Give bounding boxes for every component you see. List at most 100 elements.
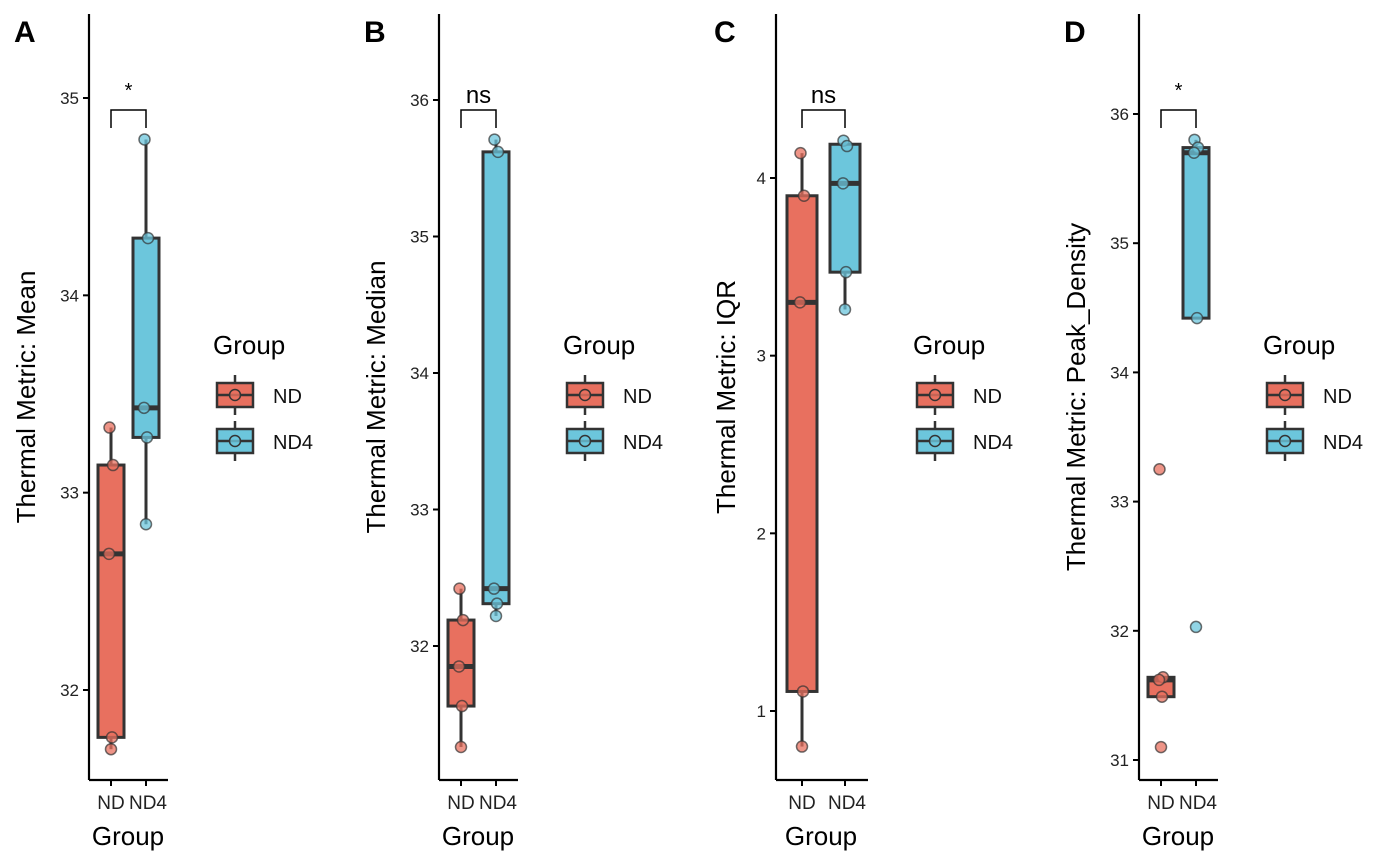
y-tick-label: 36: [410, 91, 429, 110]
data-point: [797, 189, 811, 203]
legend-point: [578, 388, 592, 402]
legend-title: Group: [213, 330, 285, 360]
data-point: [839, 265, 853, 279]
data-point: [840, 139, 854, 153]
legend-key-nd: [565, 375, 605, 415]
box-body: [1181, 146, 1211, 320]
y-tick-label: 35: [60, 89, 79, 108]
y-axis-title: Thermal Metric: IQR: [711, 280, 741, 514]
data-point: [793, 296, 807, 309]
legend: Group ND ND4: [563, 330, 663, 461]
data-point: [487, 582, 501, 595]
y-tick-label: 35: [410, 228, 429, 247]
legend: Group ND ND4: [1263, 330, 1363, 461]
legend-key-nd: [1265, 375, 1305, 415]
legend-point: [228, 388, 242, 402]
data-point: [1152, 673, 1166, 687]
panel-label: D: [1064, 16, 1086, 49]
y-tick-label: 2: [757, 524, 766, 543]
significance-bracket: [801, 109, 846, 128]
data-point: [488, 133, 501, 146]
y-axis-title: Thermal Metric: Peak_Density: [1061, 223, 1091, 571]
box-nd4: [1181, 133, 1211, 634]
legend-key-nd4: [565, 421, 605, 461]
legend-title: Group: [1263, 330, 1335, 360]
box-nd: [96, 421, 126, 756]
x-tick-label: ND4: [1179, 793, 1217, 814]
panel-label: A: [14, 16, 36, 49]
data-point: [490, 597, 504, 610]
legend: Group ND ND4: [913, 330, 1013, 461]
x-axis-title: Group: [1142, 821, 1214, 851]
data-point: [491, 145, 505, 159]
data-point: [1190, 311, 1204, 325]
panel-label: B: [364, 16, 386, 49]
box-body: [481, 150, 511, 606]
box-body: [828, 142, 862, 274]
x-tick-label: ND4: [479, 793, 517, 814]
y-tick-label: 33: [1110, 493, 1129, 512]
data-point: [1189, 620, 1203, 634]
significance-label: *: [1175, 80, 1183, 102]
data-point: [489, 609, 503, 623]
data-point: [104, 742, 118, 756]
significance-label: *: [125, 80, 133, 102]
data-point: [796, 685, 810, 698]
x-axis-title: Group: [442, 821, 514, 851]
x-tick-label: ND: [1147, 793, 1174, 814]
data-point: [453, 582, 466, 595]
y-tick-label: 33: [60, 484, 79, 503]
data-point: [454, 740, 468, 754]
x-tick-label: ND4: [828, 793, 866, 814]
significance-bracket: [1160, 109, 1197, 128]
legend-point: [928, 434, 942, 448]
legend-label: ND: [623, 386, 652, 408]
box-nd4: [131, 133, 161, 531]
legend-title: Group: [563, 330, 635, 360]
y-tick-label: 35: [1110, 234, 1129, 253]
data-point: [137, 401, 151, 415]
x-tick-label: ND4: [129, 793, 167, 814]
data-point: [138, 133, 151, 146]
data-point: [102, 547, 116, 561]
legend-title: Group: [913, 330, 985, 360]
y-tick-label: 36: [1110, 105, 1129, 124]
legend-key-nd: [915, 375, 955, 415]
data-point: [140, 431, 154, 444]
data-point: [105, 731, 119, 744]
y-axis-title: Thermal Metric: Mean: [11, 271, 41, 524]
x-axis-title: Group: [785, 821, 857, 851]
legend-label: ND4: [973, 432, 1013, 454]
y-tick-label: 1: [757, 702, 766, 721]
data-point: [1154, 740, 1168, 754]
box-nd: [785, 146, 819, 753]
legend-label: ND4: [273, 432, 313, 454]
legend-key-nd4: [215, 421, 255, 461]
legend-label: ND: [973, 386, 1002, 408]
panel-c: C 1 2 3 4 ND ND4 Group Thermal Metric: IQR ns Grou…: [711, 14, 1013, 851]
box-nd4: [828, 134, 862, 316]
x-tick-label: ND: [788, 793, 815, 814]
legend-point: [228, 434, 242, 448]
legend-point: [1278, 388, 1292, 402]
data-point: [838, 303, 852, 316]
data-point: [139, 517, 153, 531]
box-nd4: [481, 133, 511, 623]
data-point: [456, 613, 470, 627]
x-axis-title: Group: [92, 821, 164, 851]
significance-label: ns: [811, 82, 836, 109]
data-point: [836, 177, 850, 190]
data-point: [1187, 146, 1201, 160]
data-point: [1153, 463, 1166, 476]
legend: Group ND ND4: [213, 330, 313, 461]
legend-label: ND4: [623, 432, 663, 454]
box-nd: [1146, 463, 1176, 754]
legend-key-nd: [215, 375, 255, 415]
y-tick-label: 4: [757, 169, 766, 188]
data-point: [106, 458, 120, 472]
significance-label: ns: [466, 82, 491, 109]
data-point: [794, 146, 807, 160]
